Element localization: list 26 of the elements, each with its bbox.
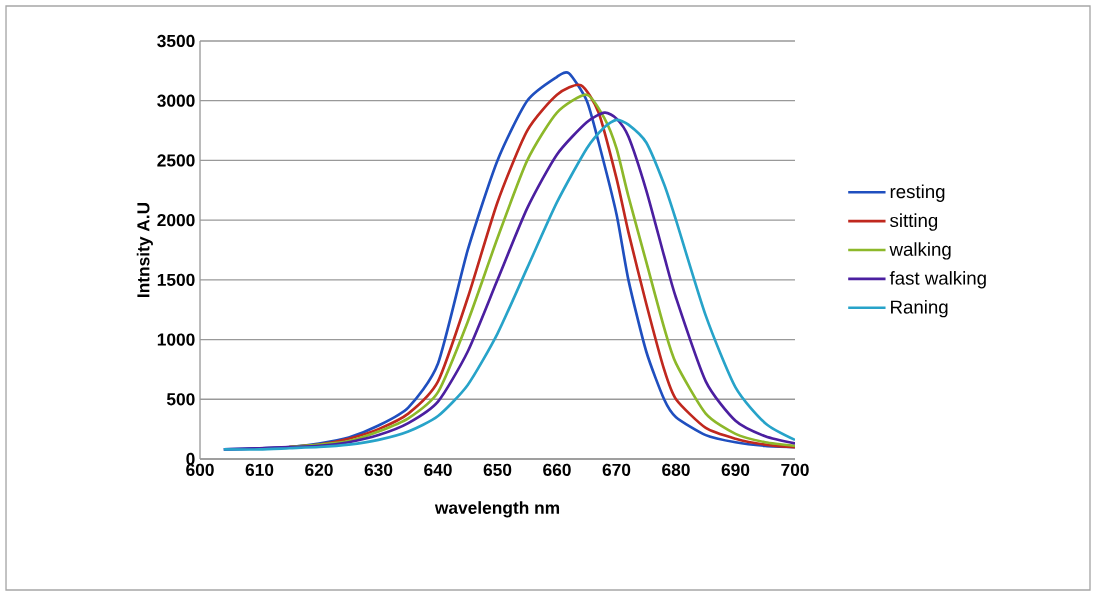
y-tick-label: 0 — [186, 452, 195, 466]
x-tick-label: 680 — [662, 463, 690, 476]
legend-label: Raning — [891, 299, 948, 318]
x-tick-label: 630 — [364, 463, 393, 476]
x-tick-label: 610 — [245, 463, 274, 476]
legend-label: resting — [890, 184, 945, 202]
x-tick-label: 640 — [424, 463, 452, 476]
y-tick-label: 500 — [166, 393, 195, 406]
y-tick-label: 1000 — [157, 333, 195, 346]
x-tick-label: 650 — [483, 463, 512, 476]
y-tick-label: 3500 — [157, 34, 195, 48]
legend-label: sitting — [890, 213, 938, 231]
y-tick-label: 1500 — [157, 273, 195, 286]
legend-label: walking — [889, 242, 951, 260]
x-tick-label: 620 — [305, 463, 333, 476]
x-axis-title: wavelength nm — [434, 501, 560, 518]
x-tick-label: 690 — [721, 463, 750, 476]
x-tick-label: 700 — [781, 463, 809, 476]
x-tick-label: 660 — [543, 463, 571, 476]
y-tick-label: 3000 — [157, 94, 195, 107]
x-tick-label: 670 — [602, 463, 631, 476]
legend-label: fast walking — [889, 271, 986, 289]
y-axis-title: Intnsity A.U — [136, 202, 153, 297]
x-tick-label: 600 — [186, 463, 214, 476]
y-tick-label: 2000 — [157, 213, 195, 227]
y-tick-label: 2500 — [157, 154, 195, 167]
